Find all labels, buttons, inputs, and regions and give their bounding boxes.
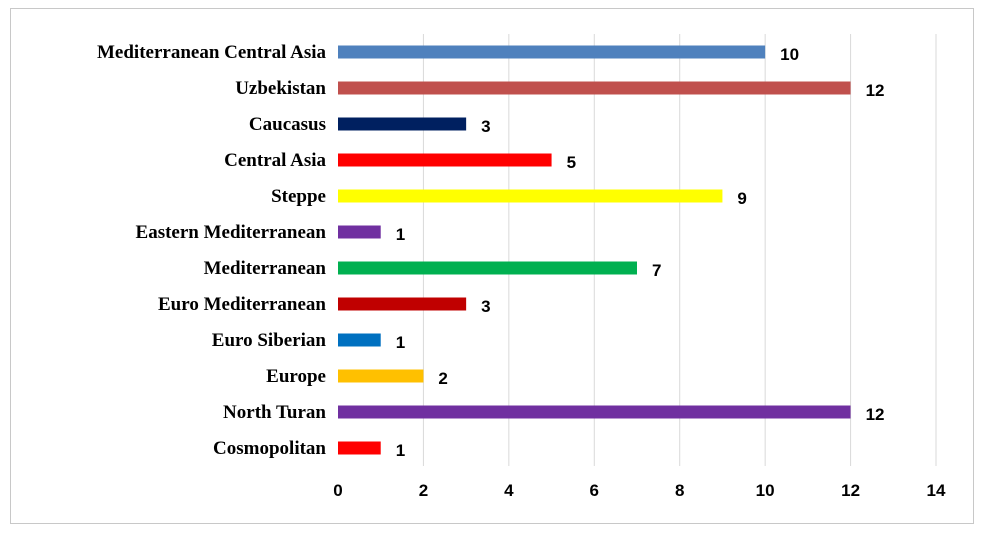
value-label: 9 [737, 189, 746, 208]
value-label: 3 [481, 117, 490, 136]
bars [338, 45, 851, 455]
x-tick-label: 4 [504, 481, 514, 500]
x-tick-label: 8 [675, 481, 684, 500]
bar [338, 261, 637, 275]
bar [338, 117, 467, 131]
category-label: Steppe [271, 186, 326, 207]
category-label: Europe [266, 366, 326, 387]
x-tick-label: 0 [333, 481, 342, 500]
bar [338, 189, 723, 203]
category-label: Mediterranean [204, 258, 327, 279]
x-tick-label: 6 [590, 481, 599, 500]
bar [338, 81, 851, 95]
value-label: 2 [438, 369, 447, 388]
category-label: Central Asia [224, 150, 326, 171]
bar [338, 225, 381, 239]
gridlines [422, 34, 937, 466]
value-label: 5 [567, 153, 576, 172]
category-label: Euro Siberian [212, 330, 327, 351]
bar [338, 153, 552, 167]
category-label: Euro Mediterranean [158, 294, 326, 315]
value-label: 12 [866, 81, 885, 100]
bar-chart: 0 2 4 6 8 10 12 14 Mediterranean Central AsiaUz… [97, 34, 946, 500]
category-label: Caucasus [249, 114, 326, 135]
x-tick-label: 12 [841, 481, 860, 500]
bar [338, 405, 851, 419]
x-axis-ticks: 0 2 4 6 8 10 12 14 [333, 481, 946, 500]
x-tick-label: 2 [419, 481, 428, 500]
category-label: Mediterranean Central Asia [97, 42, 327, 63]
bar [338, 45, 766, 59]
x-tick-label: 10 [756, 481, 775, 500]
bar [338, 369, 424, 383]
category-label: North Turan [223, 402, 326, 423]
value-label: 1 [396, 441, 405, 460]
value-label: 12 [866, 405, 885, 424]
bar [338, 333, 381, 347]
value-label: 1 [396, 225, 405, 244]
category-label: Eastern Mediterranean [136, 222, 327, 243]
value-label: 10 [780, 45, 799, 64]
chart-frame: 0 2 4 6 8 10 12 14 Mediterranean Central Asia Uz… [10, 8, 974, 524]
value-label: 3 [481, 297, 490, 316]
category-label: Cosmopolitan [213, 438, 326, 459]
category-labels: Mediterranean Central Asia Uzbekistan Cauc… [97, 42, 327, 459]
value-label: 1 [396, 333, 405, 352]
x-tick-label: 14 [927, 481, 946, 500]
value-label: 7 [652, 261, 661, 280]
category-label: Uzbekistan [235, 78, 326, 99]
bar [338, 441, 381, 455]
bar [338, 297, 467, 311]
